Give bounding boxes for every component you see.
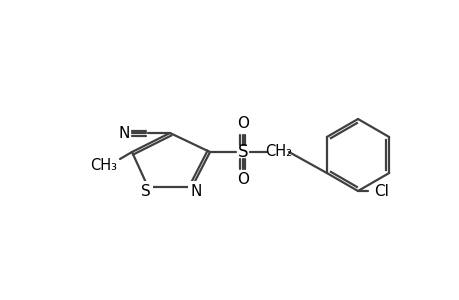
Text: Cl: Cl bbox=[374, 184, 389, 199]
Text: S: S bbox=[141, 184, 151, 199]
Text: CH₂: CH₂ bbox=[265, 145, 292, 160]
Text: N: N bbox=[190, 184, 201, 199]
Text: N: N bbox=[118, 125, 129, 140]
Text: O: O bbox=[236, 116, 248, 131]
Text: O: O bbox=[236, 172, 248, 188]
Text: S: S bbox=[237, 143, 248, 161]
Text: CH₃: CH₃ bbox=[90, 158, 117, 173]
